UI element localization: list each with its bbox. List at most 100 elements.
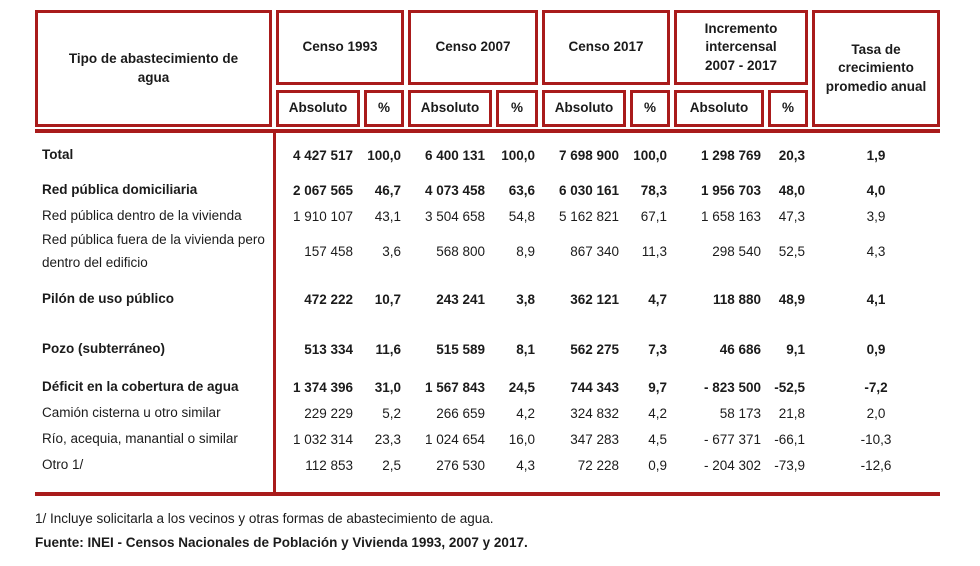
row-label: Red pública fuera de la vivienda pero de… [42, 232, 265, 270]
header-censo-1993: Censo 1993 [276, 10, 404, 85]
header-incremento-label: Incremento intercensal 2007 - 2017 [704, 21, 778, 73]
incremento-pct: -66,1 [774, 432, 805, 448]
incremento-absoluto: - 677 371 [703, 432, 761, 448]
header-tipo-abastecimiento: Tipo de abastecimiento de agua [35, 10, 272, 127]
censo2007-absoluto: 1 024 654 [424, 432, 485, 448]
censo2017-pct: 9,7 [648, 380, 667, 396]
row-label: Pozo (subterráneo) [42, 341, 166, 357]
censo1993-absoluto: 1 374 396 [292, 380, 353, 396]
table-row: Pozo (subterráneo) 513 334 11,6 515 589 8,1 5… [35, 337, 940, 363]
table-row: Red pública fuera de la vivienda pero de… [35, 229, 940, 275]
incremento-absoluto: 1 298 769 [700, 147, 761, 163]
censo2007-pct: 24,5 [508, 380, 535, 396]
tasa-crecimiento: 4,3 [866, 244, 886, 260]
tasa-crecimiento: 4,0 [866, 182, 886, 198]
censo2007-pct: 8,1 [516, 342, 535, 358]
censo1993-pct: 2,5 [382, 458, 401, 474]
header-censo-2007: Censo 2007 [408, 10, 538, 85]
tasa-crecimiento: 2,0 [866, 406, 886, 422]
censo2007-absoluto: 3 504 658 [424, 208, 485, 224]
censo2017-pct: 78,3 [640, 182, 667, 198]
row-label: Red pública dentro de la vivienda [42, 207, 242, 223]
censo2007-absoluto: 1 567 843 [424, 380, 485, 396]
censo2017-pct: 4,2 [648, 406, 667, 422]
censo2007-pct: 16,0 [508, 432, 535, 448]
subheader-pct-incremento: % [768, 90, 808, 127]
censo2017-absoluto: 362 121 [570, 292, 619, 308]
table-row: Red pública dentro de la vivienda 1 910 1… [35, 203, 940, 229]
tasa-crecimiento: 3,9 [866, 208, 886, 224]
table-row: Otro 1/112 853 2,5 276 530 4,3 72 228 0,9 - 20… [35, 453, 940, 479]
table-row: Pilón de uso público 472 222 10,7 243 241 3,… [35, 287, 940, 313]
censo1993-absoluto: 1 032 314 [292, 432, 353, 448]
incremento-absoluto: 46 686 [719, 342, 761, 358]
censo1993-pct: 3,6 [382, 244, 401, 260]
censo2007-absoluto: 276 530 [436, 458, 485, 474]
incremento-pct: 48,9 [778, 292, 805, 308]
censo2017-pct: 67,1 [640, 208, 667, 224]
censo2007-absoluto: 515 589 [436, 342, 485, 358]
row-label: Río, acequia, manantial o similar [42, 431, 238, 447]
censo1993-pct: 100,0 [367, 147, 401, 163]
censo2017-absoluto: 562 275 [570, 342, 619, 358]
censo2007-absoluto: 6 400 131 [424, 147, 485, 163]
incremento-absoluto: 1 956 703 [700, 182, 761, 198]
censo2007-absoluto: 568 800 [436, 244, 485, 260]
censo2007-pct: 63,6 [508, 182, 535, 198]
censo1993-absoluto: 1 910 107 [292, 208, 353, 224]
incremento-absoluto: 58 173 [719, 406, 761, 422]
row-label: Otro 1/ [42, 457, 84, 473]
censo2007-pct: 8,9 [516, 244, 535, 260]
censo2017-absoluto: 324 832 [570, 406, 619, 422]
row-label: Red pública domiciliaria [42, 181, 198, 197]
table-row: Red pública domiciliaria 2 067 565 46,7 4 0… [35, 177, 940, 203]
incremento-pct: 21,8 [778, 406, 805, 422]
censo2017-pct: 0,9 [648, 458, 667, 474]
censo2017-pct: 7,3 [648, 342, 667, 358]
subheader-absoluto-incremento: Absoluto [674, 90, 764, 127]
header-tasa-crecimiento: Tasa de crecimiento promedio anual [812, 10, 940, 127]
censo2017-absoluto: 347 283 [570, 432, 619, 448]
row-label: Total [42, 146, 74, 162]
row-label: Camión cisterna u otro similar [42, 405, 221, 421]
censo1993-pct: 46,7 [374, 182, 401, 198]
censo1993-pct: 5,2 [382, 406, 401, 422]
censo2017-pct: 4,5 [648, 432, 667, 448]
bottom-border-line [35, 491, 940, 496]
censo1993-absoluto: 472 222 [304, 292, 353, 308]
censo2007-absoluto: 266 659 [436, 406, 485, 422]
header-censo-2017: Censo 2017 [542, 10, 670, 85]
subheader-pct-2017: % [630, 90, 670, 127]
censo2017-absoluto: 7 698 900 [558, 147, 619, 163]
censo2017-pct: 100,0 [633, 147, 667, 163]
header-incremento-intercensal: Incremento intercensal 2007 - 2017 [674, 10, 808, 85]
censo1993-pct: 23,3 [374, 432, 401, 448]
subheader-absoluto-1993: Absoluto [276, 90, 360, 127]
incremento-absoluto: 298 540 [712, 244, 761, 260]
censo1993-absoluto: 229 229 [304, 406, 353, 422]
censo1993-pct: 31,0 [374, 380, 401, 396]
census-table: Tipo de abastecimiento de agua Censo 199… [35, 10, 940, 554]
censo2007-absoluto: 243 241 [436, 292, 485, 308]
censo2007-pct: 3,8 [516, 292, 535, 308]
incremento-absoluto: - 823 500 [703, 380, 761, 396]
header-tasa-label: Tasa de crecimiento promedio anual [825, 42, 927, 94]
column-divider-line [273, 133, 276, 492]
censo2007-pct: 100,0 [501, 147, 535, 163]
table-header: Tipo de abastecimiento de agua Censo 199… [35, 10, 940, 127]
censo1993-pct: 11,6 [375, 342, 401, 358]
censo2007-pct: 54,8 [508, 208, 535, 224]
tasa-crecimiento: -12,6 [860, 458, 892, 474]
source-note: Fuente: INEI - Censos Nacionales de Pobl… [35, 534, 528, 550]
subheader-absoluto-2017: Absoluto [542, 90, 626, 127]
censo2007-pct: 4,2 [516, 406, 535, 422]
incremento-pct: -52,5 [774, 380, 805, 396]
censo2017-absoluto: 6 030 161 [558, 182, 619, 198]
incremento-absoluto: 1 658 163 [700, 208, 761, 224]
tasa-crecimiento: -7,2 [864, 380, 888, 396]
censo2017-absoluto: 72 228 [577, 458, 619, 474]
incremento-absoluto: - 204 302 [703, 458, 761, 474]
censo2017-absoluto: 744 343 [570, 380, 619, 396]
censo2017-pct: 4,7 [648, 292, 667, 308]
incremento-absoluto: 118 880 [712, 292, 761, 308]
